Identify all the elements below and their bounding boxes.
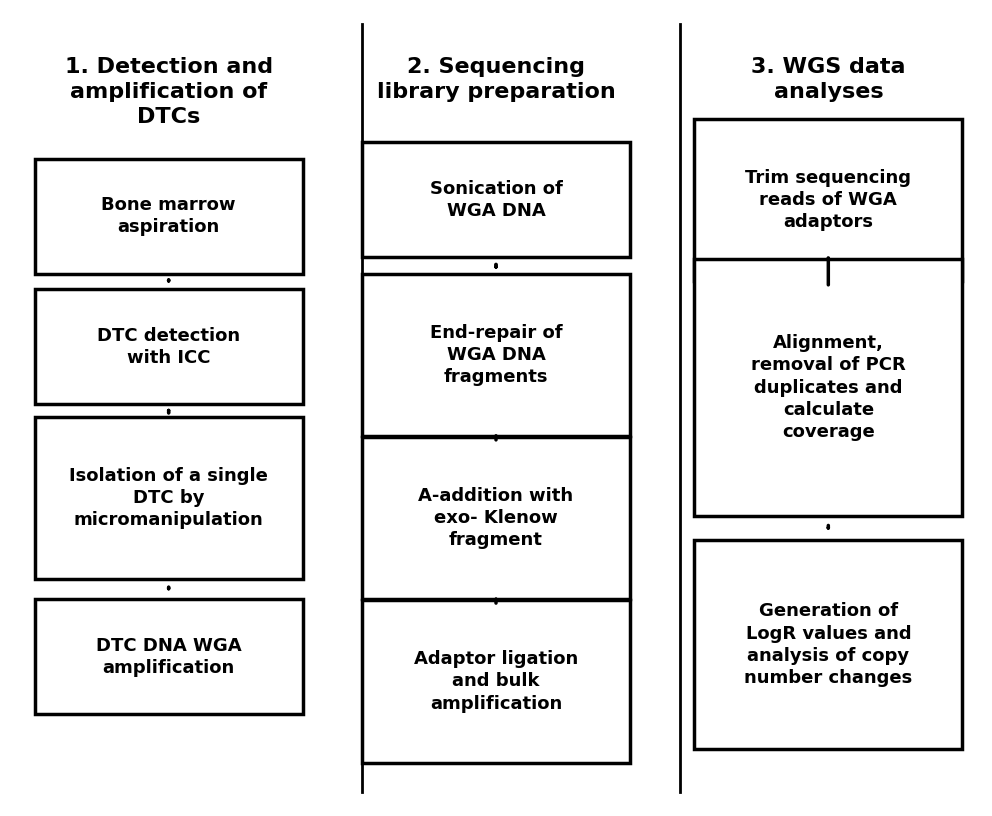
Text: Generation of
LogR values and
analysis of copy
number changes: Generation of LogR values and analysis o…: [744, 602, 913, 687]
Text: 1. Detection and
amplification of
DTCs: 1. Detection and amplification of DTCs: [64, 57, 273, 126]
Bar: [35, 158, 303, 274]
Text: Bone marrow
aspiration: Bone marrow aspiration: [101, 196, 236, 237]
Text: Adaptor ligation
and bulk
amplification: Adaptor ligation and bulk amplification: [414, 650, 578, 712]
Text: A-addition with
exo- Klenow
fragment: A-addition with exo- Klenow fragment: [419, 487, 573, 549]
Text: End-repair of
WGA DNA
fragments: End-repair of WGA DNA fragments: [430, 324, 562, 386]
Text: Sonication of
WGA DNA: Sonication of WGA DNA: [430, 180, 562, 220]
Text: Trim sequencing
reads of WGA
adaptors: Trim sequencing reads of WGA adaptors: [745, 169, 912, 231]
Text: Isolation of a single
DTC by
micromanipulation: Isolation of a single DTC by micromanipu…: [69, 467, 268, 529]
Text: DTC DNA WGA
amplification: DTC DNA WGA amplification: [96, 636, 241, 677]
Bar: [362, 437, 630, 599]
Bar: [362, 601, 630, 762]
Bar: [694, 540, 962, 749]
Text: 2. Sequencing
library preparation: 2. Sequencing library preparation: [377, 57, 615, 102]
Text: DTC detection
with ICC: DTC detection with ICC: [97, 326, 240, 367]
Bar: [35, 416, 303, 579]
Text: Alignment,
removal of PCR
duplicates and
calculate
coverage: Alignment, removal of PCR duplicates and…: [751, 335, 906, 441]
Bar: [362, 142, 630, 258]
Bar: [694, 259, 962, 517]
Text: 3. WGS data
analyses: 3. WGS data analyses: [751, 57, 906, 102]
Bar: [35, 599, 303, 715]
Bar: [362, 274, 630, 437]
Bar: [35, 290, 303, 405]
Bar: [694, 119, 962, 282]
